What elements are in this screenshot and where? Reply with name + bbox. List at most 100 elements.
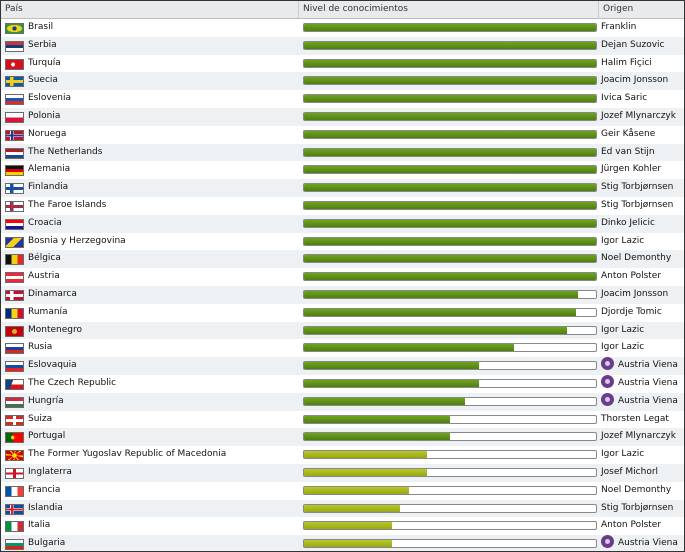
it-flag-icon xyxy=(5,521,24,533)
country-name: Eslovenia xyxy=(28,93,71,104)
country-name: Hungría xyxy=(28,395,64,406)
knowledge-bar xyxy=(303,218,597,228)
knowledge-bar-fill xyxy=(304,433,450,441)
table-row[interactable]: Hungría Austria Viena xyxy=(1,392,684,411)
origin-cell: Joacim Jonsson xyxy=(601,286,668,304)
origin-name: Igor Lazic xyxy=(601,449,645,460)
table-row[interactable]: Montenegro Igor Lazic xyxy=(1,321,684,340)
knowledge-bar-fill xyxy=(304,166,596,174)
knowledge-bar-fill xyxy=(304,326,567,334)
knowledge-bar-fill xyxy=(304,148,596,156)
country-name: Turquía xyxy=(28,57,61,68)
origin-name: Franklin xyxy=(601,22,637,32)
fo-flag-icon xyxy=(5,200,24,212)
club-badge-icon xyxy=(601,374,614,388)
knowledge-bar-fill xyxy=(304,397,465,405)
origin-name: Igor Lazic xyxy=(601,235,645,246)
table-row[interactable]: Polonia Jozef Mlynarczyk xyxy=(1,107,684,126)
ro-flag-icon xyxy=(5,307,24,319)
knowledge-bar xyxy=(303,485,597,495)
knowledge-bar xyxy=(303,396,597,406)
knowledge-bar-fill xyxy=(304,184,596,192)
table-row[interactable]: Noruega Geir Kåsene xyxy=(1,125,684,144)
country-name: Serbia xyxy=(28,39,57,50)
origin-name: Ed van Stijn xyxy=(601,146,655,157)
origin-cell: Dejan Suzovic xyxy=(601,37,664,55)
knowledge-bar-fill xyxy=(304,540,392,548)
country-name: Italia xyxy=(28,520,51,531)
nl-flag-icon xyxy=(5,147,24,159)
table-row[interactable]: Serbia Dejan Suzovic xyxy=(1,36,684,55)
column-header-knowledge[interactable]: Nivel de conocimientos xyxy=(299,1,599,18)
club-badge-icon xyxy=(601,535,614,549)
origin-cell: Anton Polster xyxy=(601,268,661,286)
table-row[interactable]: Suecia Joacim Jonsson xyxy=(1,72,684,91)
origin-name: Austria Viena xyxy=(618,538,678,549)
table-row[interactable]: Eslovenia Ivica Saric xyxy=(1,90,684,108)
origin-name: Austria Viena xyxy=(618,360,678,371)
table-row[interactable]: Alemania Jürgen Kohler xyxy=(1,161,684,180)
country-name: Portugal xyxy=(28,431,66,442)
origin-cell: Stig Torbjørnsen xyxy=(601,500,673,518)
knowledge-bar-fill xyxy=(304,379,480,387)
origin-cell: Austria Viena xyxy=(601,374,678,393)
table-row[interactable]: Rumanía Djordje Tomic xyxy=(1,303,684,322)
origin-name: Austria Viena xyxy=(618,395,678,406)
knowledge-bar-fill xyxy=(304,219,596,227)
column-header-country[interactable]: País xyxy=(1,1,299,18)
origin-cell: Noel Demonthy xyxy=(601,482,671,500)
table-row[interactable]: Italia Anton Polster xyxy=(1,517,684,536)
rs-flag-icon xyxy=(5,40,24,52)
country-name: Bosnia y Herzegovina xyxy=(28,235,126,246)
table-row[interactable]: The Czech Republic Austria Viena xyxy=(1,374,684,393)
table-row[interactable]: Francia Noel Demonthy xyxy=(1,481,684,500)
origin-cell: Ed van Stijn xyxy=(601,144,655,162)
si-flag-icon xyxy=(5,94,24,106)
knowledge-bar xyxy=(303,343,597,353)
origin-cell: Jozef Mlynarczyk xyxy=(601,428,676,446)
table-row[interactable]: Eslovaquia Austria Viena xyxy=(1,357,684,375)
country-name: Austria xyxy=(28,271,60,282)
se-flag-icon xyxy=(5,76,24,88)
knowledge-bar xyxy=(303,325,597,335)
country-name: Polonia xyxy=(28,110,61,121)
country-name: The Netherlands xyxy=(28,146,103,157)
table-row[interactable]: Suiza Thorsten Legat xyxy=(1,410,684,429)
origin-name: Geir Kåsene xyxy=(601,128,656,139)
table-row[interactable]: Portugal Jozef Mlynarczyk xyxy=(1,428,684,447)
table-row[interactable]: Brasil Franklin xyxy=(1,19,684,37)
table-row[interactable]: Islandia Stig Torbjørnsen xyxy=(1,499,684,518)
column-header-origin[interactable]: Origen xyxy=(603,4,634,14)
table-row[interactable]: Dinamarca Joacim Jonsson xyxy=(1,285,684,304)
knowledge-bar-fill xyxy=(304,59,596,67)
table-row[interactable]: Rusia Igor Lazic xyxy=(1,339,684,358)
table-row[interactable]: Bosnia y Herzegovina Igor Lazic xyxy=(1,232,684,251)
knowledge-bar xyxy=(303,23,597,32)
table-row[interactable]: Bélgica Noel Demonthy xyxy=(1,250,684,269)
origin-name: Ivica Saric xyxy=(601,93,648,104)
origin-name: Jozef Mlynarczyk xyxy=(601,431,676,442)
origin-cell: Dinko Jelicic xyxy=(601,215,655,233)
de-flag-icon xyxy=(5,165,24,177)
pl-flag-icon xyxy=(5,111,24,123)
table-row[interactable]: Turquía Halim Fiçici xyxy=(1,54,684,73)
table-row[interactable]: Austria Anton Polster xyxy=(1,268,684,286)
table-row[interactable]: Croacia Dinko Jelicic xyxy=(1,214,684,233)
table-row[interactable]: The Faroe Islands Stig Torbjørnsen xyxy=(1,196,684,215)
table-row[interactable]: Bulgaria Austria Viena xyxy=(1,535,684,551)
table-row[interactable]: The Former Yugoslav Republic of Macedoni… xyxy=(1,446,684,464)
table-row[interactable]: Inglaterra Josef Michorl xyxy=(1,463,684,482)
country-name: Inglaterra xyxy=(28,466,72,477)
origin-name: Stig Torbjørnsen xyxy=(601,199,674,210)
knowledge-bar-fill xyxy=(304,468,427,476)
origin-name: Dinko Jelicic xyxy=(601,217,655,228)
table-row[interactable]: The Netherlands Ed van Stijn xyxy=(1,143,684,162)
origin-name: Jozef Mlynarczyk xyxy=(601,110,676,121)
table-row[interactable]: Finlandia Stig Torbjørnsen xyxy=(1,179,684,197)
knowledge-bar xyxy=(303,378,597,388)
knowledge-bar xyxy=(303,94,597,104)
country-name: Finlandia xyxy=(28,182,69,193)
country-name: Francia xyxy=(28,484,61,495)
knowledge-bar-fill xyxy=(304,290,579,298)
